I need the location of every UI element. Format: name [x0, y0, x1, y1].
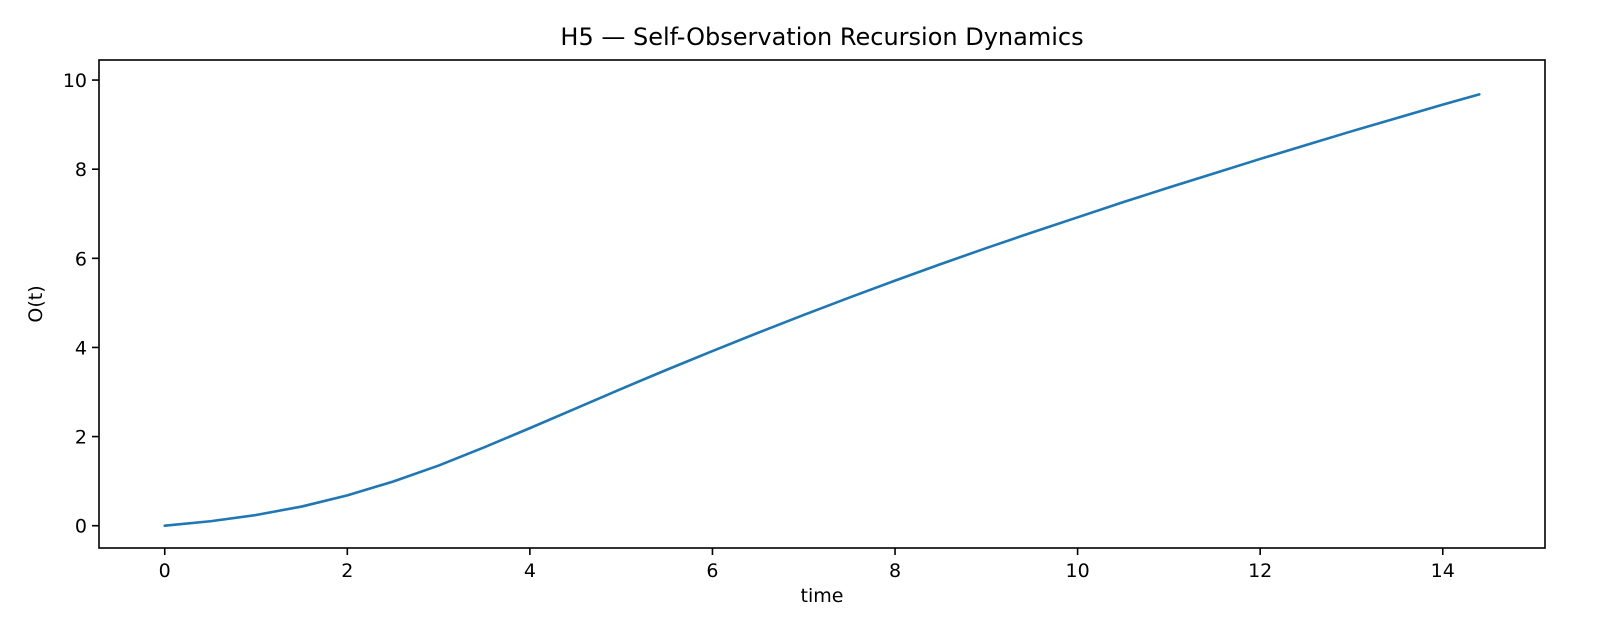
y-tick-label: 6	[75, 248, 87, 270]
x-tick-label: 8	[889, 560, 901, 582]
x-tick-label: 12	[1248, 560, 1272, 582]
y-tick-label: 10	[63, 70, 87, 92]
x-axis-label: time	[801, 585, 844, 607]
plot-frame	[98, 59, 1546, 549]
plot-lines	[163, 93, 1481, 528]
x-axis-ticks: 0 2 4 6 8 10 12 14	[159, 548, 1455, 582]
x-tick-label: 0	[159, 560, 171, 582]
x-tick-label: 2	[341, 560, 353, 582]
y-tick-label: 2	[75, 427, 87, 449]
x-tick-label: 14	[1431, 560, 1455, 582]
y-tick-label: 4	[75, 337, 87, 359]
y-axis-label: O(t)	[25, 285, 47, 322]
chart-title: H5 — Self-Observation Recursion Dynamics	[560, 23, 1083, 51]
x-tick-label: 10	[1066, 560, 1090, 582]
y-tick-label: 8	[75, 159, 87, 181]
y-tick-label: 0	[75, 516, 87, 538]
series-line-0	[163, 93, 1481, 528]
x-tick-label: 6	[706, 560, 718, 582]
x-tick-label: 4	[524, 560, 536, 582]
y-axis-ticks: 0 2 4 6 8 10	[63, 70, 99, 538]
